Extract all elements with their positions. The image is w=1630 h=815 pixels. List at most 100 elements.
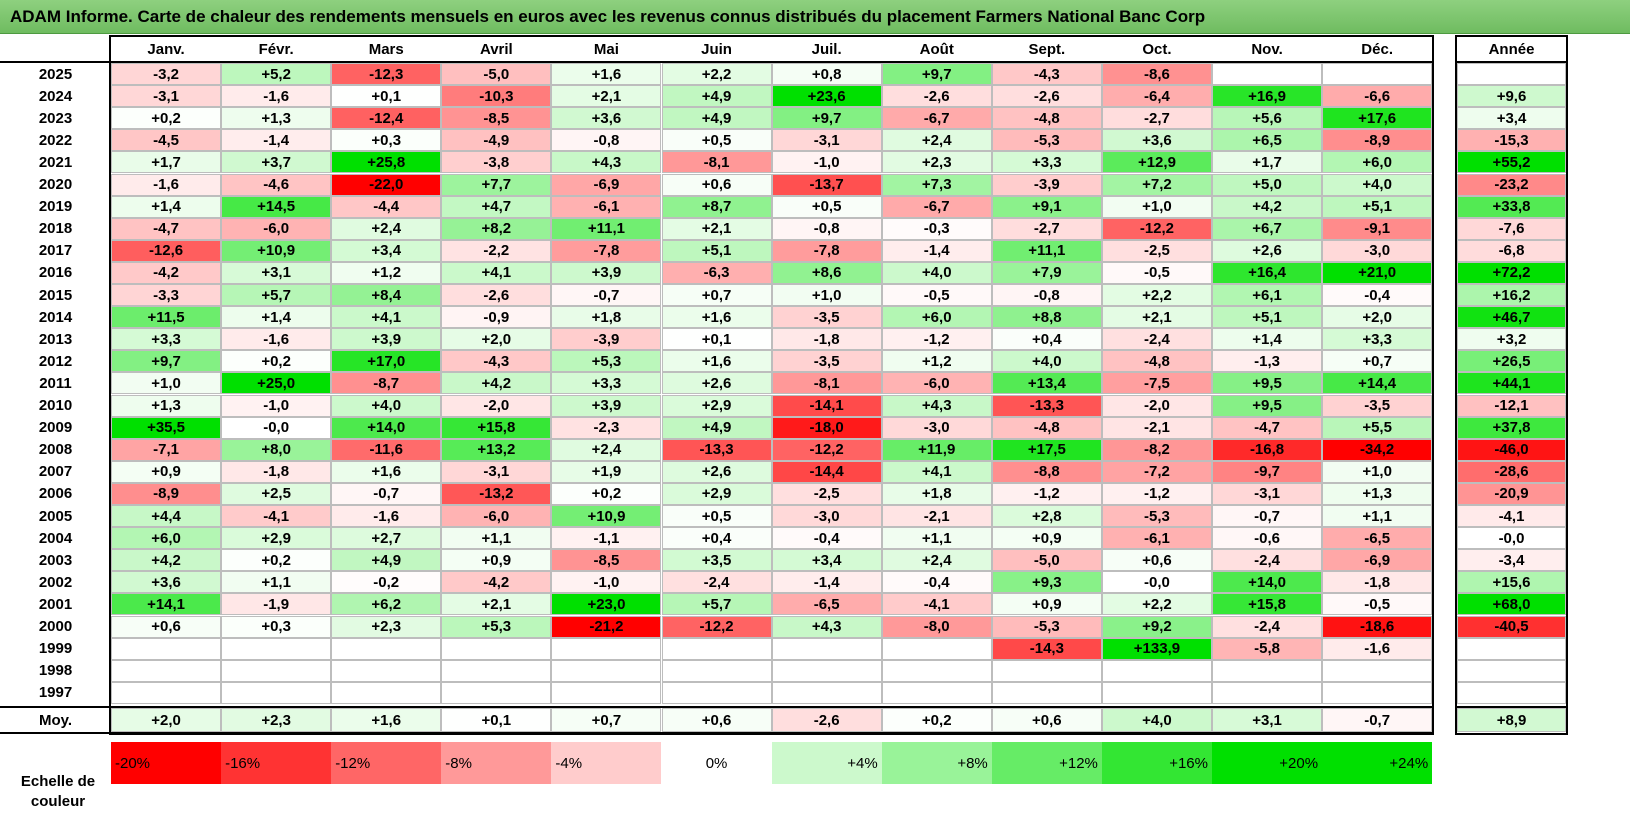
heatmap-cell: +21,0	[1322, 261, 1433, 284]
heatmap-cell: +0,9	[991, 593, 1102, 616]
heatmap-cell	[1101, 659, 1212, 682]
heatmap-cell: +2,5	[221, 482, 332, 505]
heatmap-cell: +6,0	[881, 306, 992, 329]
average-cell: +0,7	[551, 708, 662, 732]
heatmap-cell: +14,0	[331, 416, 442, 439]
row-year-label: 2007	[38, 463, 73, 481]
heatmap-cell: -3,8	[441, 151, 552, 174]
heatmap-cell: -4,8	[991, 107, 1102, 130]
heatmap-cell: -8,7	[331, 372, 442, 395]
heatmap-cell: -1,8	[221, 460, 332, 483]
heatmap-cell: +15,8	[1212, 593, 1323, 616]
heatmap-cell: -4,1	[881, 593, 992, 616]
annual-cell: +16,2	[1457, 284, 1566, 307]
heatmap-cell: -21,2	[551, 615, 662, 638]
heatmap-cell: -11,6	[331, 438, 442, 461]
heatmap-cell: +4,2	[441, 372, 552, 395]
heatmap-cell: -0,7	[331, 482, 442, 505]
heatmap-cell: +14,5	[221, 195, 332, 218]
heatmap-cell: -6,5	[1322, 527, 1433, 550]
heatmap-cell: +3,4	[331, 239, 442, 262]
heatmap-cell: +3,3	[111, 328, 222, 351]
heatmap-cell	[551, 637, 662, 660]
heatmap-cell: +2,1	[551, 85, 662, 108]
heatmap-cell: +0,9	[111, 460, 222, 483]
heatmap-cell: +7,2	[1101, 173, 1212, 196]
heatmap-cell: +2,4	[331, 217, 442, 240]
heatmap-cell: +1,4	[111, 195, 222, 218]
heatmap-cell: +11,1	[551, 217, 662, 240]
heatmap-cell: +17,5	[991, 438, 1102, 461]
annual-cell: -20,9	[1457, 482, 1566, 505]
heatmap-cell: +13,4	[991, 372, 1102, 395]
heatmap-cell: -34,2	[1322, 438, 1433, 461]
annual-cell: -0,0	[1457, 527, 1566, 550]
heatmap-cell: -8,5	[441, 107, 552, 130]
heatmap-cell: -8,1	[661, 151, 772, 174]
heatmap-cell: -0,2	[331, 571, 442, 594]
column-header: Déc.	[1361, 40, 1393, 58]
heatmap-cell: +14,4	[1322, 372, 1433, 395]
heatmap-cell: -12,3	[331, 63, 442, 86]
row-year-label: 2003	[38, 551, 73, 569]
heatmap-cell: +1,1	[441, 527, 552, 550]
heatmap-cell: -2,6	[991, 85, 1102, 108]
heatmap-cell: +0,9	[991, 527, 1102, 550]
heatmap-cell: -2,7	[991, 217, 1102, 240]
heatmap-cell: +4,0	[1322, 173, 1433, 196]
heatmap-cell: -7,2	[1101, 460, 1212, 483]
heatmap-cell	[881, 637, 992, 660]
heatmap-cell: +7,3	[881, 173, 992, 196]
heatmap-cell: -1,3	[1212, 350, 1323, 373]
heatmap-cell: -0,4	[1322, 284, 1433, 307]
heatmap-cell: -1,8	[771, 328, 882, 351]
heatmap-cell: +3,6	[1101, 129, 1212, 152]
annual-cell: +72,2	[1457, 261, 1566, 284]
heatmap-cell: +0,3	[331, 129, 442, 152]
average-cell: -0,7	[1322, 708, 1433, 732]
heatmap-cell: -1,6	[1322, 637, 1433, 660]
heatmap-cell: -3,0	[1322, 239, 1433, 262]
heatmap-cell: -1,0	[551, 571, 662, 594]
heatmap-cell: -3,2	[111, 63, 222, 86]
heatmap-cell	[221, 659, 332, 682]
row-year-label: 2016	[38, 264, 73, 282]
heatmap-cell: +2,2	[661, 63, 772, 86]
heatmap-cell: +1,0	[1322, 460, 1433, 483]
average-cell: +0,2	[881, 708, 992, 732]
heatmap-cell: +2,2	[1101, 593, 1212, 616]
heatmap-cell: -6,3	[661, 261, 772, 284]
heatmap-cell: -1,6	[221, 328, 332, 351]
separator-line	[1455, 706, 1568, 708]
annual-cell: +9,6	[1457, 85, 1566, 108]
heatmap-cell: -7,8	[551, 239, 662, 262]
heatmap-cell: +0,6	[111, 615, 222, 638]
heatmap-cell: -4,5	[111, 129, 222, 152]
heatmap-cell: +3,3	[1322, 328, 1433, 351]
heatmap-cell: -14,3	[991, 637, 1102, 660]
heatmap-cell: +4,0	[881, 261, 992, 284]
heatmap-cell: -1,0	[221, 394, 332, 417]
heatmap-cell: +4,3	[881, 394, 992, 417]
heatmap-cell: +0,8	[771, 63, 882, 86]
row-year-label: 2020	[38, 176, 73, 194]
heatmap-cell: +7,9	[991, 261, 1102, 284]
heatmap-cell: +2,1	[661, 217, 772, 240]
heatmap-cell: +3,9	[551, 394, 662, 417]
heatmap-cell: -6,6	[1322, 85, 1433, 108]
heatmap-cell: -2,6	[441, 284, 552, 307]
heatmap-cell: -1,4	[881, 239, 992, 262]
average-cell: +0,1	[441, 708, 552, 732]
heatmap-cell: +9,7	[881, 63, 992, 86]
heatmap-cell: -1,2	[991, 482, 1102, 505]
heatmap-cell: -14,1	[771, 394, 882, 417]
heatmap-cell: -4,3	[991, 63, 1102, 86]
color-scale-swatch: -20%	[111, 742, 222, 784]
heatmap-cell: +13,2	[441, 438, 552, 461]
heatmap-cell: -3,5	[1322, 394, 1433, 417]
heatmap-cell: +2,6	[661, 372, 772, 395]
heatmap-cell: -3,5	[771, 350, 882, 373]
heatmap-cell: -16,8	[1212, 438, 1323, 461]
column-header: Juin	[701, 40, 732, 58]
row-year-label: 2000	[38, 618, 73, 636]
